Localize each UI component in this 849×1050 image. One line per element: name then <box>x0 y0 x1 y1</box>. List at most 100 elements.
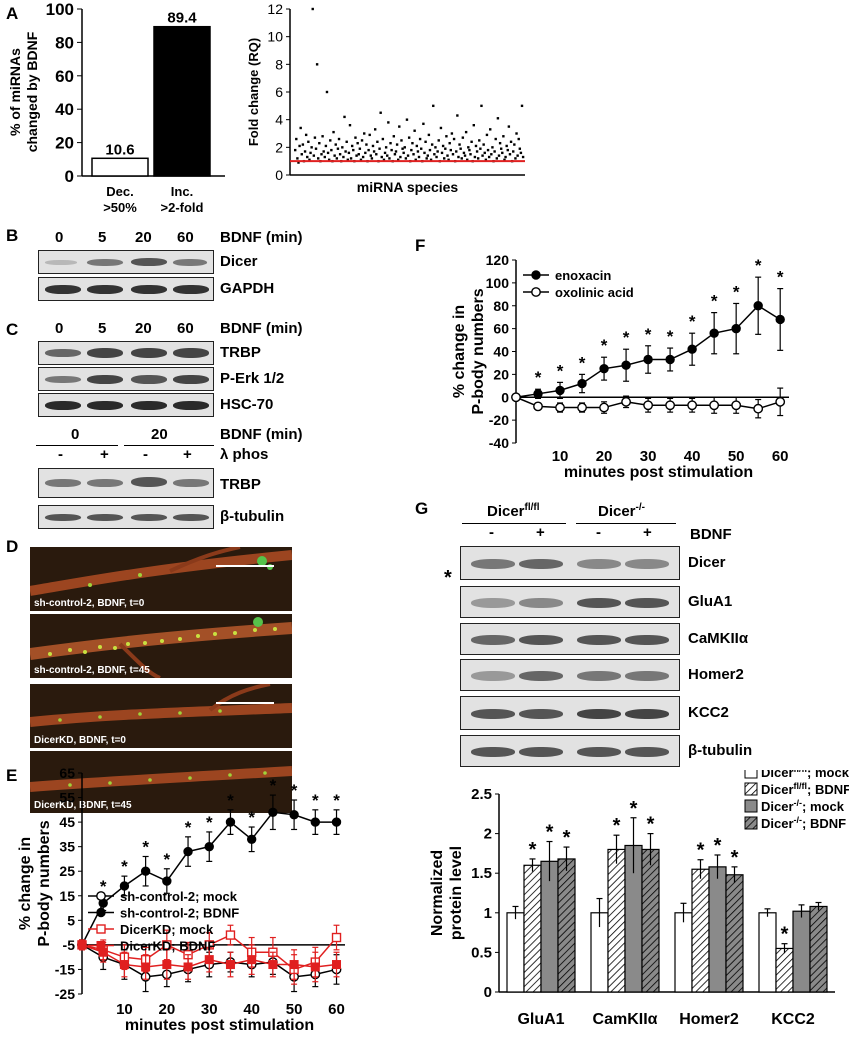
x-axis-label: minutes post stimulation <box>125 1017 314 1034</box>
category-label: GluA1 <box>517 1011 564 1028</box>
blot-g-strip <box>460 546 680 580</box>
point <box>313 136 317 139</box>
y-axis-label-line: protein level <box>448 846 465 940</box>
significance-star: * <box>630 798 638 820</box>
blot-b-time-20: 20 <box>135 229 152 246</box>
blot-g-strip <box>460 735 680 767</box>
marker <box>599 402 609 413</box>
panel-label-g: G <box>415 499 429 518</box>
point <box>347 151 351 155</box>
y-tick-label: 0 <box>65 167 74 186</box>
point <box>429 158 433 161</box>
blot-c-time-60: 60 <box>177 320 194 337</box>
significance-star: * <box>777 268 784 287</box>
legend-swatch <box>744 799 758 813</box>
marker <box>621 360 631 370</box>
point <box>474 144 478 148</box>
significance-star: * <box>312 791 319 810</box>
point <box>320 153 323 156</box>
marker <box>533 389 543 399</box>
significance-star: * <box>711 292 718 311</box>
micrograph-caption: DicerKD, BDNF, t=45 <box>34 800 132 811</box>
significance-star: * <box>529 839 537 861</box>
point <box>495 157 499 160</box>
point <box>338 153 342 156</box>
marker <box>310 817 321 827</box>
point <box>463 154 467 157</box>
significance-star: * <box>667 327 674 346</box>
marker <box>775 396 786 407</box>
group-divider <box>576 523 676 524</box>
marker <box>247 955 257 965</box>
blot-g-strip <box>460 586 680 618</box>
y-tick-label: 55 <box>59 790 75 806</box>
point <box>505 144 508 148</box>
point <box>411 141 414 145</box>
point <box>346 158 349 161</box>
point <box>368 133 371 137</box>
micrograph-dicerkd-t0: DicerKD, BDNF, t=0 <box>30 684 292 748</box>
y-tick-label: 1 <box>484 905 492 922</box>
blot-g-bdnf: BDNF <box>690 526 732 543</box>
group-divider <box>36 445 118 446</box>
blot-c-row-hsc70: HSC-70 <box>220 396 274 413</box>
point <box>470 140 473 143</box>
point <box>407 136 411 139</box>
point <box>384 146 388 149</box>
marker <box>753 403 764 414</box>
point <box>376 140 379 143</box>
blot-g-row-label: KCC2 <box>688 704 729 721</box>
point <box>426 154 429 157</box>
bar <box>506 912 525 993</box>
y-tick-label: 1.5 <box>471 865 492 882</box>
marker <box>183 962 193 972</box>
point <box>371 144 375 148</box>
point <box>443 157 446 160</box>
y-tick-label: -15 <box>55 961 75 977</box>
point <box>365 143 368 146</box>
blot-b-header: BDNF (min) <box>220 229 303 246</box>
x-axis-label: miRNA species <box>357 179 459 195</box>
micrograph-control-t45: sh-control-2, BDNF, t=45 <box>30 614 292 678</box>
marker <box>162 940 172 950</box>
marker <box>310 962 320 972</box>
point <box>401 147 404 150</box>
blot-c-lower-group-0: 0 <box>71 426 80 443</box>
point <box>310 146 313 149</box>
point <box>427 133 431 137</box>
point <box>349 157 353 160</box>
point <box>448 141 451 145</box>
significance-star: * <box>248 808 255 827</box>
x-tick-label: 40 <box>684 448 701 465</box>
point <box>480 104 483 108</box>
point <box>367 148 370 152</box>
y-tick-label: 60 <box>55 67 74 86</box>
point <box>381 137 385 141</box>
marker <box>77 940 87 950</box>
blot-c-hsc70-strip <box>38 393 214 417</box>
point <box>311 7 314 11</box>
point <box>484 158 488 161</box>
significance-star: * <box>689 312 696 331</box>
blot-c-tubulin-strip <box>38 505 214 529</box>
y-tick-label: 45 <box>59 814 75 830</box>
significance-star: * <box>557 361 564 380</box>
marker <box>687 400 698 411</box>
point <box>406 154 410 157</box>
point <box>326 151 330 155</box>
y-axis-label-line: % change in <box>451 305 468 398</box>
y-axis-label-line: % change in <box>17 837 34 930</box>
y-tick-label: 0 <box>484 984 492 1001</box>
point <box>364 151 367 155</box>
point <box>356 141 359 145</box>
legend-swatch <box>744 782 758 796</box>
point <box>402 151 405 155</box>
significance-star: * <box>206 813 213 832</box>
point <box>304 133 308 137</box>
y-axis-label: % change in P-body numbers <box>451 288 487 414</box>
marker <box>531 287 541 297</box>
scale-bar <box>216 565 274 567</box>
significance-star: * <box>100 877 107 896</box>
significance-star: * <box>623 328 630 347</box>
group-divider <box>462 523 566 524</box>
